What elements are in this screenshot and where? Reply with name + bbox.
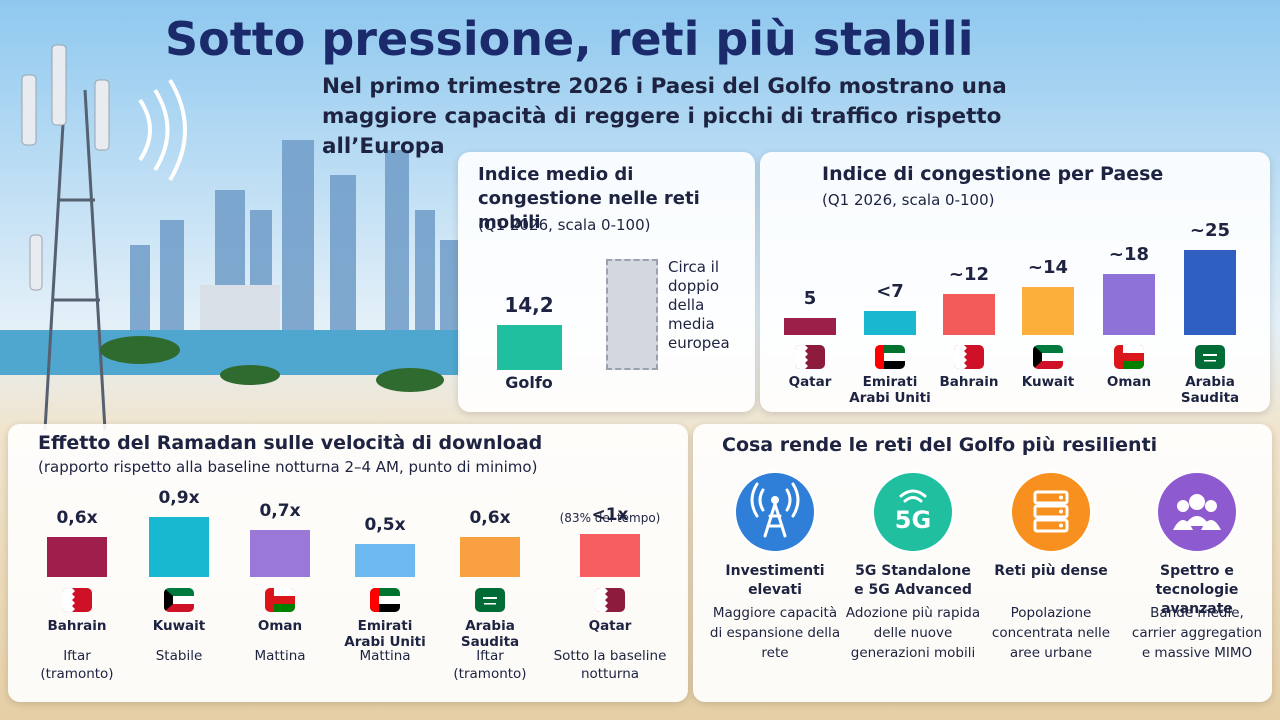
bar: [784, 318, 836, 335]
category-note: Sotto la baseline notturna: [553, 648, 667, 682]
bar: [149, 517, 209, 577]
value-label: 14,2: [504, 292, 554, 317]
chart-subtitle: (Q1 2026, scala 0-100): [822, 191, 995, 209]
flag: [1195, 345, 1225, 369]
icon: [1156, 471, 1238, 553]
value-label: 0,6x: [56, 508, 98, 528]
flag: [370, 588, 400, 612]
bar: [864, 311, 916, 335]
value-label: 0,7x: [259, 501, 301, 522]
annotation: Circa il doppio della media europea: [668, 258, 730, 352]
page-subtitle: Nel primo trimestre 2026 i Paesi del Gol…: [322, 74, 1007, 159]
category-label: Qatar: [588, 618, 632, 634]
category-label: Oman: [1106, 374, 1152, 390]
bar: [250, 530, 310, 577]
category-label: Kuwait: [1021, 374, 1075, 390]
bar: [943, 294, 995, 335]
category-label: Arabia Saudita: [1180, 374, 1240, 406]
item-description: Popolazione concentrata nelle aree urban…: [991, 605, 1111, 661]
category-label: Qatar: [788, 374, 832, 390]
bar: [355, 543, 415, 577]
bar: [1103, 273, 1155, 335]
flag: [1033, 345, 1063, 369]
section-title: Cosa rende le reti del Golfo più resilie…: [722, 434, 1158, 456]
flag: [265, 588, 295, 612]
category-note: Mattina: [359, 648, 411, 664]
chart-title: Indice medio di congestione nelle reti m…: [478, 164, 700, 233]
category-label: Emirati Arabi Uniti: [849, 374, 931, 406]
flag: [1114, 345, 1144, 369]
flag: [475, 588, 505, 612]
page-title: Sotto pressione, reti più stabili: [165, 12, 974, 66]
item-title: Spettro e tecnologie avanzate: [1155, 563, 1239, 617]
item-title: 5G Standalone e 5G Advanced: [854, 563, 972, 598]
category-label: Kuwait: [152, 618, 206, 634]
flag: [954, 345, 984, 369]
bar: [606, 259, 658, 370]
value-label: 0,6x: [469, 508, 511, 528]
value-label: ~25: [1189, 220, 1231, 241]
chart-subtitle: (rapporto rispetto alla baseline notturn…: [38, 458, 538, 476]
flag: [875, 345, 905, 369]
chart-title: Indice di congestione per Paese: [822, 163, 1164, 185]
item-description: Maggiore capacità di espansione della re…: [709, 605, 841, 661]
item-title: Investimenti elevati: [725, 563, 825, 598]
flag: [795, 345, 825, 369]
bar: [47, 537, 107, 577]
value-label: 0,5x: [364, 514, 406, 535]
item-description: Adozione più rapida delle nuove generazi…: [845, 605, 981, 661]
value-label: ~14: [1027, 257, 1069, 279]
category-note: Iftar (tramonto): [40, 648, 114, 682]
value-label: 5: [803, 288, 817, 309]
item-description: Bande medie, carrier aggregation e massi…: [1131, 605, 1263, 661]
value-label: 0,9x: [158, 488, 200, 508]
bar: [460, 537, 520, 577]
bar: [1022, 287, 1074, 335]
value-label: <7: [876, 281, 904, 303]
bar: [580, 533, 640, 577]
flag: [164, 588, 194, 612]
bar: [496, 324, 562, 370]
category-label: Golfo: [505, 373, 553, 392]
chart-title: Effetto del Ramadan sulle velocità di do…: [38, 432, 543, 454]
bar: [1184, 250, 1236, 335]
icon: 5G: [872, 471, 954, 553]
value-label: ~18: [1108, 243, 1150, 265]
icon: [734, 471, 816, 553]
icon: [1010, 471, 1092, 553]
category-label: Bahrain: [939, 374, 999, 390]
flag: [62, 588, 92, 612]
category-label: Bahrain: [47, 618, 107, 634]
icon-label: 5G: [895, 506, 931, 534]
chart-subtitle: (Q1 2026, scala 0-100): [478, 216, 651, 234]
panel: [693, 424, 1272, 702]
flag: [595, 588, 625, 612]
category-note: Iftar (tramonto): [453, 648, 527, 682]
value-label: ~12: [948, 264, 990, 286]
category-label: Arabia Saudita: [460, 618, 520, 650]
category-note: Stabile: [155, 648, 203, 664]
category-label: Emirati Arabi Uniti: [344, 618, 426, 650]
value-label: <1x: [591, 504, 629, 525]
category-note: Mattina: [254, 648, 306, 664]
panel: [8, 424, 688, 702]
annotation: (83% del tempo): [559, 511, 661, 525]
item-title: Reti più dense: [994, 563, 1108, 579]
category-label: Oman: [257, 618, 303, 634]
